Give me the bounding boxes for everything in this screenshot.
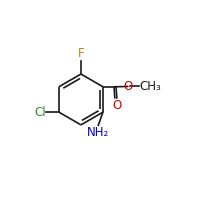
Text: F: F [78,47,84,60]
Text: NH₂: NH₂ [87,126,109,139]
Text: Cl: Cl [34,106,46,119]
Text: CH₃: CH₃ [140,80,162,93]
Text: O: O [112,99,121,112]
Text: O: O [124,80,133,93]
